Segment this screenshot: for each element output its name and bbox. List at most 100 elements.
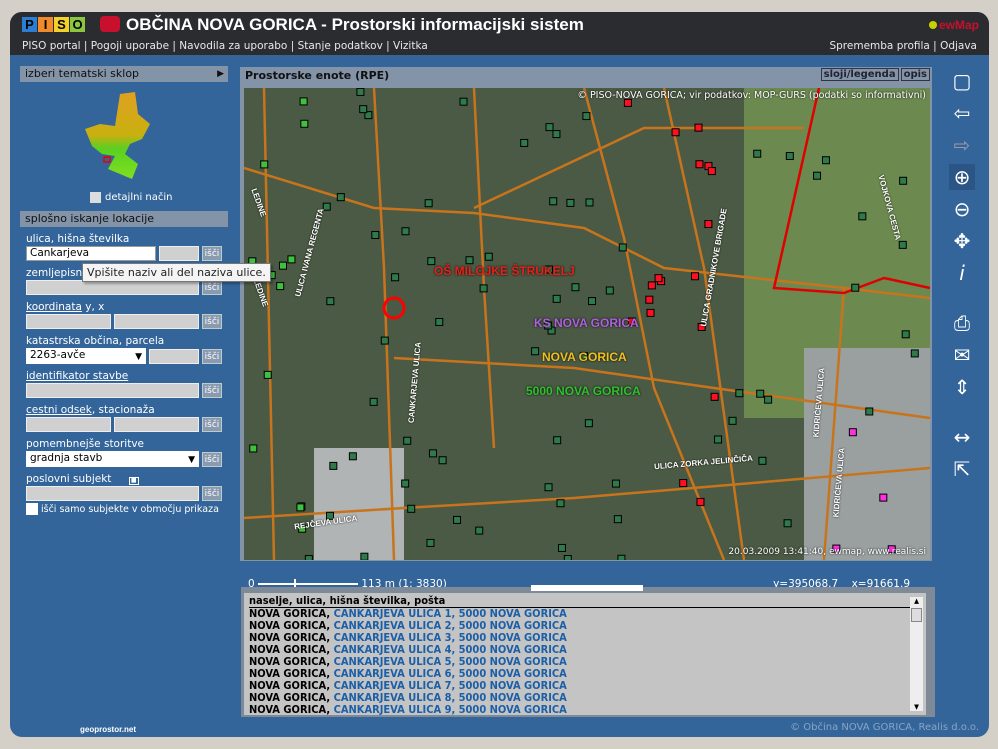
result-item[interactable]: NOVA GORICA, CANKARJEVA ULICA 7, 5000 NO…	[249, 679, 567, 692]
road-section-link[interactable]: cestni odsek	[26, 404, 92, 416]
building-marker[interactable]	[401, 227, 410, 236]
building-marker[interactable]	[899, 176, 908, 185]
coord-y-input[interactable]	[26, 314, 111, 329]
info-icon[interactable]: i	[959, 261, 965, 285]
map-canvas[interactable]: © PISO-NOVA GORICA; vir podatkov: MOP-GU…	[244, 88, 930, 560]
building-marker[interactable]	[298, 524, 307, 533]
building-marker[interactable]	[304, 555, 313, 560]
only-area-checkbox[interactable]	[26, 503, 38, 515]
building-id-input[interactable]	[26, 383, 199, 398]
coord-search-button[interactable]: išči	[202, 314, 222, 329]
building-marker[interactable]	[647, 281, 656, 290]
email-icon[interactable]: ✉	[953, 343, 971, 367]
building-marker[interactable]	[696, 497, 705, 506]
building-marker[interactable]	[645, 295, 654, 304]
result-item[interactable]: NOVA GORICA, CANKARJEVA ULICA 6, 5000 NO…	[249, 667, 567, 680]
building-marker[interactable]	[858, 212, 867, 221]
building-marker[interactable]	[276, 282, 285, 291]
building-marker[interactable]	[369, 397, 378, 406]
building-marker[interactable]	[851, 283, 860, 292]
zoom-in-icon[interactable]: ⊕	[949, 164, 975, 190]
building-marker[interactable]	[714, 435, 723, 444]
business-input[interactable]	[26, 486, 199, 501]
back-icon[interactable]: ⇦	[953, 101, 971, 125]
building-marker[interactable]	[553, 436, 562, 445]
building-marker[interactable]	[260, 160, 269, 169]
building-marker[interactable]	[571, 283, 580, 292]
building-marker[interactable]	[695, 160, 704, 169]
building-marker[interactable]	[697, 322, 706, 331]
road-section-input[interactable]	[26, 417, 111, 432]
pan-icon[interactable]: ✥	[953, 229, 971, 253]
building-marker[interactable]	[391, 273, 400, 282]
building-marker[interactable]	[584, 419, 593, 428]
nav-link[interactable]: Pogoji uporabe	[90, 40, 170, 52]
result-item[interactable]: NOVA GORICA, CANKARJEVA ULICA 2, 5000 NO…	[249, 619, 567, 632]
building-marker[interactable]	[764, 395, 773, 404]
building-marker[interactable]	[623, 98, 632, 107]
results-scrollbar[interactable]: ▲ ▼	[910, 597, 923, 711]
street-input[interactable]: Cankarjeva	[26, 246, 156, 261]
dkn-icon[interactable]: ⇱	[953, 457, 971, 481]
result-item[interactable]: NOVA GORICA, CANKARJEVA ULICA 9, 5000 NO…	[249, 703, 567, 716]
building-marker[interactable]	[813, 171, 822, 180]
building-marker[interactable]	[263, 370, 272, 379]
building-marker[interactable]	[728, 416, 737, 425]
building-marker[interactable]	[585, 198, 594, 207]
building-marker[interactable]	[627, 317, 636, 326]
parcel-input[interactable]	[149, 348, 199, 364]
coordinate-link[interactable]: koordinata	[26, 301, 82, 313]
building-marker[interactable]	[879, 493, 888, 502]
building-marker[interactable]	[371, 231, 380, 240]
building-marker[interactable]	[865, 407, 874, 416]
building-marker[interactable]	[704, 220, 713, 229]
building-marker[interactable]	[671, 128, 680, 137]
building-marker[interactable]	[336, 193, 345, 202]
building-marker[interactable]	[427, 257, 436, 266]
building-marker[interactable]	[556, 499, 565, 508]
building-marker[interactable]	[654, 274, 663, 283]
geo-search-button[interactable]: išči	[202, 280, 222, 295]
nav-link[interactable]: Vizitka	[393, 40, 428, 52]
building-marker[interactable]	[694, 123, 703, 132]
theme-selector[interactable]: izberi tematski sklop ▶	[20, 66, 228, 82]
building-marker[interactable]	[544, 321, 553, 330]
building-marker[interactable]	[278, 261, 287, 270]
building-marker[interactable]	[563, 555, 572, 560]
building-marker[interactable]	[403, 436, 412, 445]
building-marker[interactable]	[707, 167, 716, 176]
building-marker[interactable]	[690, 272, 699, 281]
building-marker[interactable]	[438, 456, 447, 465]
description-tab[interactable]: opis	[900, 68, 930, 81]
nav-link[interactable]: Stanje podatkov	[297, 40, 383, 52]
services-select[interactable]: gradnja stavb ▼	[26, 451, 199, 467]
building-marker[interactable]	[348, 452, 357, 461]
building-marker[interactable]	[520, 138, 529, 147]
result-item[interactable]: NOVA GORICA, CANKARJEVA ULICA 1, 5000 NO…	[249, 607, 567, 620]
road-search-button[interactable]: išči	[202, 417, 222, 432]
building-marker[interactable]	[459, 97, 468, 106]
building-marker[interactable]	[735, 389, 744, 398]
forward-icon[interactable]: ⇨	[953, 133, 971, 157]
building-marker[interactable]	[679, 479, 688, 488]
building-marker[interactable]	[756, 389, 765, 398]
print-icon[interactable]: ⎙	[954, 311, 970, 335]
building-marker[interactable]	[475, 526, 484, 535]
detail-mode-checkbox[interactable]	[90, 192, 101, 203]
overview-map-icon[interactable]: ▢	[952, 69, 972, 93]
layers-legend-tab[interactable]: sloji/legenda	[820, 68, 899, 81]
building-marker[interactable]	[407, 504, 416, 513]
building-marker[interactable]	[545, 123, 554, 132]
building-marker[interactable]	[557, 543, 566, 552]
overview-minimap[interactable]	[20, 84, 228, 192]
building-id-link[interactable]: identifikator stavbe	[26, 370, 129, 382]
building-marker[interactable]	[783, 519, 792, 528]
zoom-out-icon[interactable]: ⊖	[953, 197, 971, 221]
building-marker[interactable]	[322, 202, 331, 211]
business-options-icon[interactable]: ■	[128, 477, 139, 485]
building-marker[interactable]	[364, 111, 373, 120]
nav-link[interactable]: Sprememba profila	[829, 40, 930, 52]
result-item[interactable]: NOVA GORICA, CANKARJEVA ULICA 4, 5000 NO…	[249, 643, 567, 656]
building-marker[interactable]	[887, 545, 896, 554]
measure-icon[interactable]: ↔	[953, 425, 971, 449]
